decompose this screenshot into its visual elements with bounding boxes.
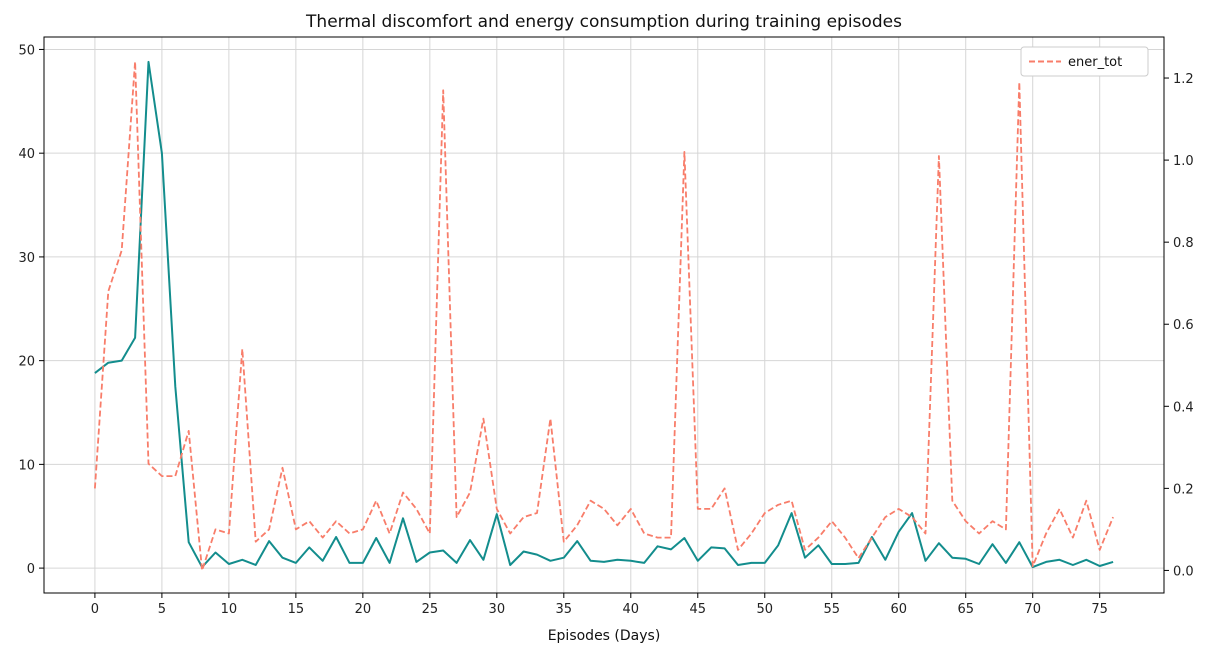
y-left-tick-label: 50 — [18, 43, 35, 58]
y-left-tick-label: 30 — [18, 251, 35, 266]
axes: 0 5 10 15 20 25 30 35 40 45 50 55 60 65 70 75 0 10 20 30 40 5… — [18, 43, 1193, 617]
x-tick-label: 55 — [823, 602, 840, 617]
plot-frame — [43, 36, 1165, 594]
legend-label-ener-tot: ener_tot — [1068, 55, 1122, 70]
y-left-tick-label: 40 — [18, 147, 35, 162]
x-tick-label: 0 — [91, 602, 99, 617]
y-left-tick-label: 20 — [18, 355, 35, 370]
x-tick-label: 20 — [355, 602, 372, 617]
x-tick-label: 10 — [221, 602, 238, 617]
x-tick-label: 65 — [957, 602, 974, 617]
x-tick-label: 60 — [890, 602, 907, 617]
series-line-left-axis — [94, 60, 1114, 569]
legend-box — [1020, 46, 1149, 77]
x-tick-label: 35 — [556, 602, 573, 617]
x-tick-label: 70 — [1024, 602, 1041, 617]
x-tick-label: 75 — [1091, 602, 1108, 617]
y-right-tick-label: 1.2 — [1173, 72, 1194, 87]
y-right-tick-label: 0.0 — [1173, 564, 1194, 579]
x-tick-label: 30 — [489, 602, 506, 617]
series-line-ener-tot — [94, 60, 1114, 572]
y-right-tick-label: 1.0 — [1173, 154, 1194, 169]
x-axis-label: Episodes (Days) — [548, 628, 661, 644]
y-right-tick-label: 0.8 — [1173, 236, 1194, 251]
grid — [44, 37, 1164, 593]
x-tick-label: 45 — [690, 602, 707, 617]
series-layer — [94, 60, 1114, 572]
y-right-tick-label: 0.4 — [1173, 400, 1194, 415]
y-left-tick-label: 0 — [27, 562, 35, 577]
x-tick-label: 40 — [623, 602, 640, 617]
x-tick-label: 25 — [422, 602, 439, 617]
y-right-tick-label: 0.2 — [1173, 482, 1194, 497]
chart-title: Thermal discomfort and energy consumptio… — [305, 12, 902, 32]
y-right-tick-label: 0.6 — [1173, 318, 1194, 333]
y-left-tick-label: 10 — [18, 458, 35, 473]
legend: ener_tot — [1020, 46, 1149, 77]
x-tick-label: 15 — [288, 602, 305, 617]
x-tick-label: 50 — [756, 602, 773, 617]
x-tick-label: 5 — [158, 602, 166, 617]
